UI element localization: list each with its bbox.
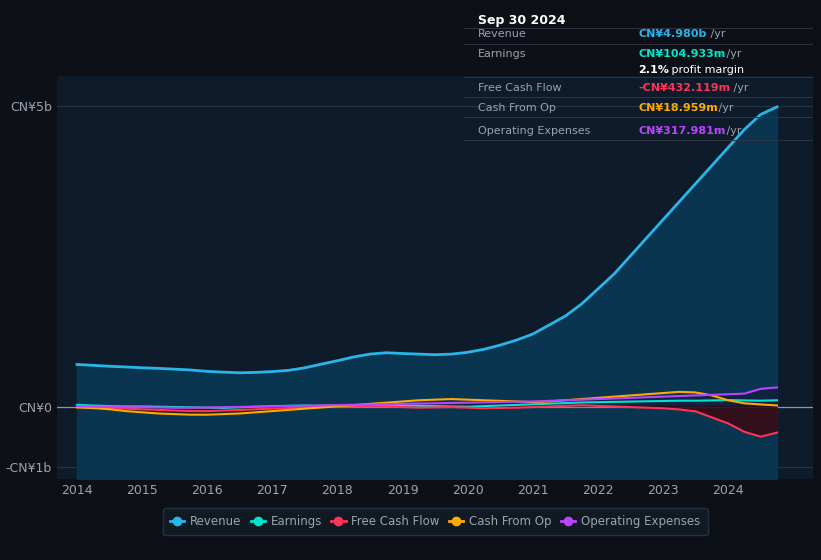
Text: /yr: /yr [731,83,749,94]
Legend: Revenue, Earnings, Free Cash Flow, Cash From Op, Operating Expenses: Revenue, Earnings, Free Cash Flow, Cash … [163,508,708,535]
Text: Free Cash Flow: Free Cash Flow [478,83,562,94]
Text: /yr: /yr [722,49,741,59]
Text: /yr: /yr [722,126,741,136]
Text: -CN¥432.119m: -CN¥432.119m [639,83,731,94]
Text: CN¥317.981m: CN¥317.981m [639,126,726,136]
Text: profit margin: profit margin [668,65,744,75]
Text: Revenue: Revenue [478,29,526,39]
Text: /yr: /yr [715,104,734,113]
Text: Operating Expenses: Operating Expenses [478,126,590,136]
Text: 2.1%: 2.1% [639,65,669,75]
Text: Sep 30 2024: Sep 30 2024 [478,14,566,27]
Text: CN¥104.933m: CN¥104.933m [639,49,726,59]
Text: CN¥18.959m: CN¥18.959m [639,104,718,113]
Text: /yr: /yr [708,29,726,39]
Text: CN¥4.980b: CN¥4.980b [639,29,707,39]
Text: Cash From Op: Cash From Op [478,104,556,113]
Text: Earnings: Earnings [478,49,526,59]
